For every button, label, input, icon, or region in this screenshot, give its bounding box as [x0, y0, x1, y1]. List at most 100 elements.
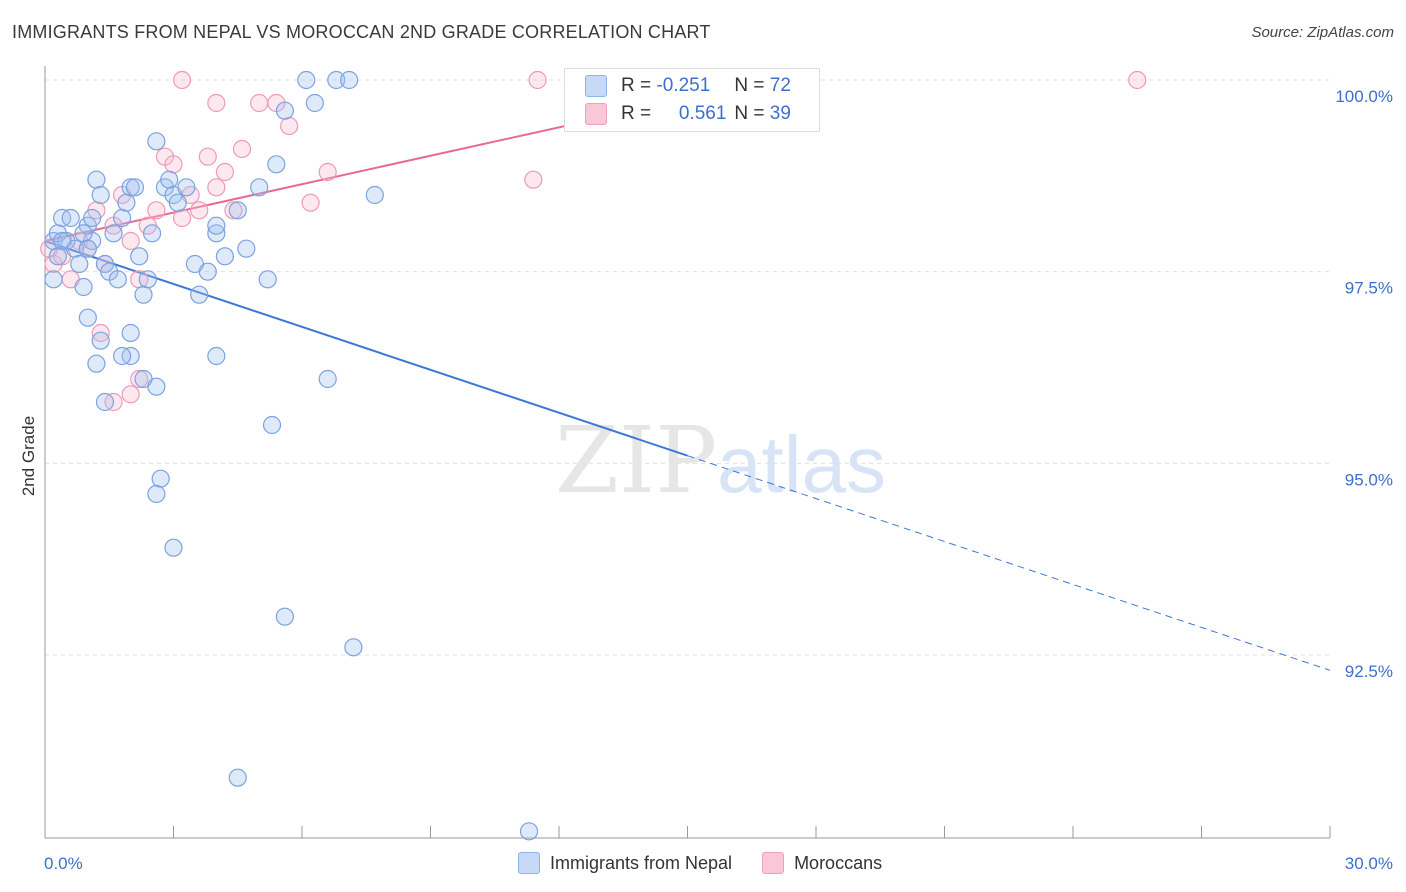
data-point-nepal: [151, 469, 170, 488]
watermark: ZIP atlas: [555, 407, 886, 514]
data-point-nepal: [250, 178, 269, 197]
legend-item-moroccans: Moroccans: [762, 852, 882, 874]
data-point-nepal: [160, 170, 179, 189]
data-point-nepal: [121, 323, 140, 343]
data-point-nepal: [121, 178, 140, 197]
data-points: [40, 70, 1147, 841]
watermark-zip: ZIP: [555, 407, 717, 514]
data-point-moroccans: [164, 155, 183, 174]
data-point-nepal: [207, 224, 226, 243]
r-label: R =: [621, 75, 652, 96]
legend-label-moroccans: Moroccans: [794, 852, 883, 873]
data-point-moroccans: [91, 323, 110, 343]
data-point-nepal: [318, 369, 337, 389]
data-point-moroccans: [121, 231, 140, 251]
trendlines: [44, 79, 1331, 671]
n-value: 72: [769, 75, 791, 96]
data-point-nepal: [275, 607, 294, 626]
data-point-nepal: [297, 70, 316, 90]
n-label: N =: [734, 75, 765, 96]
x-tick-label: 30.0%: [1345, 854, 1393, 873]
data-point-nepal: [267, 155, 286, 174]
data-point-nepal: [147, 132, 166, 151]
data-point-nepal: [117, 193, 136, 212]
data-point-nepal: [104, 224, 123, 243]
data-point-nepal: [130, 247, 149, 266]
trendline-nepal: [44, 240, 688, 457]
y-tick-label: 95.0%: [1345, 470, 1393, 489]
legend-swatch-nepal: [518, 852, 540, 874]
data-point-nepal: [207, 346, 226, 366]
data-point-nepal: [138, 270, 157, 289]
data-point-nepal: [70, 254, 89, 274]
data-point-nepal: [83, 208, 102, 228]
trendline-nepal-extension: [687, 455, 1331, 671]
n-label: N =: [734, 103, 765, 124]
data-point-nepal: [74, 224, 93, 243]
data-point-nepal: [134, 285, 153, 304]
data-point-nepal: [44, 270, 63, 289]
data-point-nepal: [327, 70, 346, 90]
data-point-nepal: [365, 185, 384, 205]
data-point-moroccans: [172, 208, 192, 228]
y-tick-label: 97.5%: [1345, 279, 1393, 298]
data-point-nepal: [164, 538, 183, 557]
data-point-moroccans: [1128, 70, 1147, 90]
data-point-nepal: [112, 208, 132, 228]
data-point-nepal: [108, 270, 127, 289]
axes: [44, 66, 1331, 839]
data-point-nepal: [125, 178, 145, 197]
data-point-moroccans: [198, 147, 217, 166]
stats-swatch-moroccans: [585, 103, 607, 125]
data-point-moroccans: [172, 70, 192, 90]
y-tick-label: 92.5%: [1345, 662, 1393, 681]
data-point-nepal: [48, 247, 67, 266]
data-point-nepal: [190, 285, 209, 304]
stats-row-nepal: R = -0.251 N = 72: [585, 75, 791, 97]
legend-item-nepal: Immigrants from Nepal: [518, 852, 732, 874]
source-label: Source: ZipAtlas.com: [1251, 24, 1394, 41]
y-axis-label: 2nd Grade: [19, 416, 38, 496]
data-point-moroccans: [215, 162, 234, 182]
data-point-moroccans: [207, 178, 226, 197]
data-point-nepal: [237, 239, 256, 258]
data-point-nepal: [168, 193, 187, 212]
data-point-moroccans: [280, 116, 299, 136]
data-point-nepal: [91, 331, 110, 350]
data-point-moroccans: [524, 170, 543, 189]
data-point-moroccans: [147, 201, 166, 220]
data-point-nepal: [344, 638, 363, 657]
legend: Immigrants from Nepal Moroccans: [518, 852, 912, 874]
data-point-nepal: [198, 262, 217, 281]
data-point-nepal: [87, 354, 106, 373]
stats-box: R = -0.251 N = 72 R = 0.561 N = 39: [564, 68, 820, 132]
data-point-nepal: [228, 768, 247, 787]
r-label: R =: [621, 103, 652, 124]
data-point-nepal: [275, 101, 294, 120]
data-point-nepal: [78, 239, 97, 258]
data-point-nepal: [207, 216, 226, 235]
data-point-nepal: [91, 185, 110, 205]
data-point-nepal: [215, 247, 234, 266]
grid-lines: [45, 79, 1330, 656]
axis-labels: 92.5% 95.0% 97.5% 100.0% 0.0% 30.0% 2nd Grade: [19, 87, 1393, 873]
r-value: -0.251: [656, 75, 711, 96]
data-point-nepal: [142, 224, 162, 243]
data-point-moroccans: [528, 70, 547, 90]
data-point-nepal: [61, 208, 80, 228]
data-point-nepal: [228, 201, 247, 220]
data-point-nepal: [519, 822, 539, 841]
n-value: 39: [769, 103, 791, 124]
watermark-atlas: atlas: [717, 420, 886, 509]
data-point-nepal: [262, 415, 282, 435]
data-point-nepal: [147, 484, 166, 504]
data-point-moroccans: [207, 93, 226, 113]
data-point-nepal: [53, 231, 72, 251]
data-point-nepal: [87, 170, 106, 189]
data-point-nepal: [112, 346, 132, 366]
data-point-nepal: [340, 70, 359, 90]
data-point-nepal: [177, 178, 196, 197]
data-point-moroccans: [190, 201, 209, 220]
r-value: 0.561: [678, 103, 727, 124]
data-point-nepal: [147, 377, 166, 396]
